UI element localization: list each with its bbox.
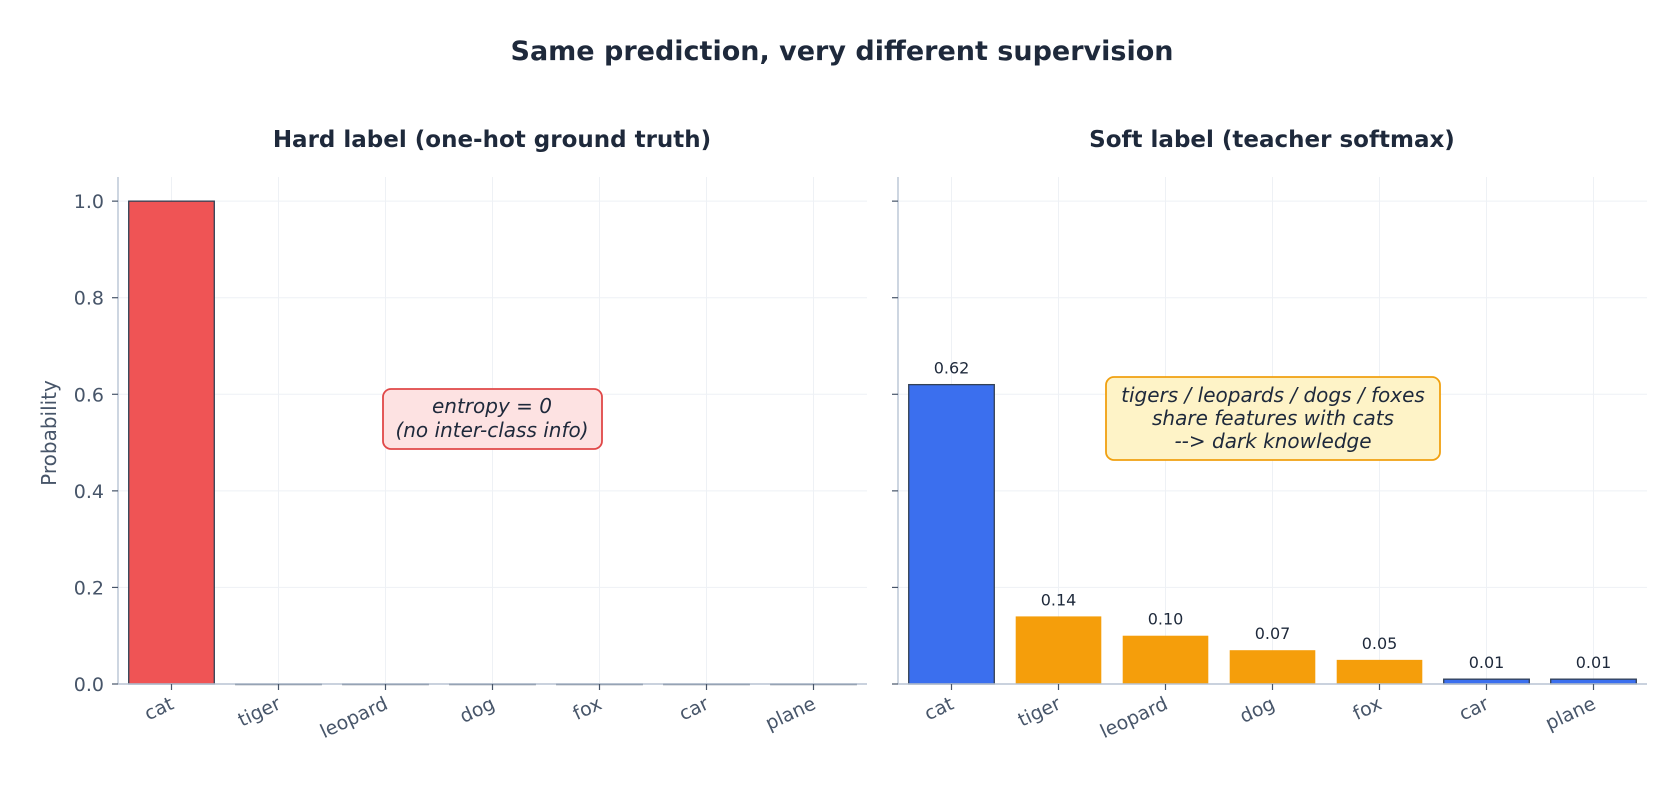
y-tick-label: 0.0 <box>74 674 104 696</box>
soft-value-label-fox: 0.05 <box>1362 634 1398 653</box>
soft-value-label-leopard: 0.10 <box>1148 610 1184 629</box>
hard-x-tick-label-fox: fox <box>570 693 606 725</box>
soft-bar-plane <box>1550 678 1637 685</box>
soft-value-label-dog: 0.07 <box>1255 624 1291 643</box>
soft-x-tick-label-tiger: tiger <box>1015 693 1065 732</box>
soft-bar-dog <box>1229 650 1316 684</box>
soft-annotation: tigers / leopards / dogs / foxes share f… <box>1105 376 1441 461</box>
hard-x-tick-label-cat: cat <box>141 693 177 725</box>
hard-annotation-box <box>382 388 603 450</box>
soft-value-label-plane: 0.01 <box>1576 653 1612 672</box>
soft-x-tick-label-car: car <box>1456 693 1493 726</box>
soft-bar-tiger <box>1015 616 1102 684</box>
hard-x-tick-label-leopard: leopard <box>317 693 391 743</box>
y-tick-label: 0.8 <box>74 288 104 310</box>
y-tick-label: 1.0 <box>74 191 104 213</box>
soft-annotation-line-1: tigers / leopards / dogs / foxes <box>1121 383 1425 407</box>
soft-bars <box>908 383 1637 685</box>
soft-x-ticks: cat tiger leopard dog fox car plane <box>921 684 1599 743</box>
soft-label-panel: Soft label (teacher softmax) cat tiger leo… <box>892 127 1647 743</box>
hard-x-tick-label-plane: plane <box>762 693 819 735</box>
soft-x-tick-label-cat: cat <box>921 693 957 725</box>
soft-bar-cat <box>908 383 995 685</box>
hard-label-panel: Hard label (one-hot ground truth) Probab… <box>37 127 867 743</box>
y-axis-label: Probability <box>37 380 61 486</box>
soft-annotation-box <box>1105 376 1441 461</box>
hard-bar-cat <box>128 200 215 685</box>
soft-x-tick-label-dog: dog <box>1236 693 1278 728</box>
soft-value-label-cat: 0.62 <box>934 359 970 378</box>
soft-value-label-car: 0.01 <box>1469 653 1505 672</box>
hard-x-tick-label-car: car <box>676 693 713 726</box>
hard-annotation: entropy = 0 (no inter-class info) <box>382 388 603 450</box>
soft-x-tick-label-leopard: leopard <box>1097 693 1171 743</box>
y-tick-label: 0.6 <box>74 384 104 406</box>
hard-annotation-line-2: (no inter-class info) <box>395 418 588 442</box>
figure-title: Same prediction, very different supervis… <box>511 36 1174 67</box>
hard-x-tick-label-tiger: tiger <box>235 693 285 732</box>
hard-annotation-line-1: entropy = 0 <box>432 394 552 418</box>
soft-panel-title: Soft label (teacher softmax) <box>1089 127 1455 153</box>
hard-x-ticks: cat tiger leopard dog fox car plane <box>141 684 819 743</box>
soft-annotation-line-2: share features with cats <box>1152 406 1394 430</box>
y-tick-label: 0.2 <box>74 577 104 599</box>
hard-grid <box>118 177 867 685</box>
hard-y-ticks: 0.0 0.2 0.4 0.6 0.8 1.0 <box>74 191 118 696</box>
soft-x-tick-label-plane: plane <box>1542 693 1599 735</box>
soft-value-label-tiger: 0.14 <box>1041 590 1077 609</box>
hard-x-tick-label-dog: dog <box>456 693 498 728</box>
soft-annotation-line-3: --> dark knowledge <box>1174 429 1371 453</box>
soft-y-ticks <box>892 200 898 685</box>
soft-bar-car <box>1443 678 1530 685</box>
soft-x-tick-label-fox: fox <box>1350 693 1386 725</box>
soft-bar-leopard <box>1122 635 1209 684</box>
soft-bar-fox <box>1336 659 1423 684</box>
soft-value-labels: 0.62 0.14 0.10 0.07 0.05 0.01 0.01 <box>934 359 1612 673</box>
hard-panel-title: Hard label (one-hot ground truth) <box>273 127 711 153</box>
y-tick-label: 0.4 <box>74 481 104 503</box>
